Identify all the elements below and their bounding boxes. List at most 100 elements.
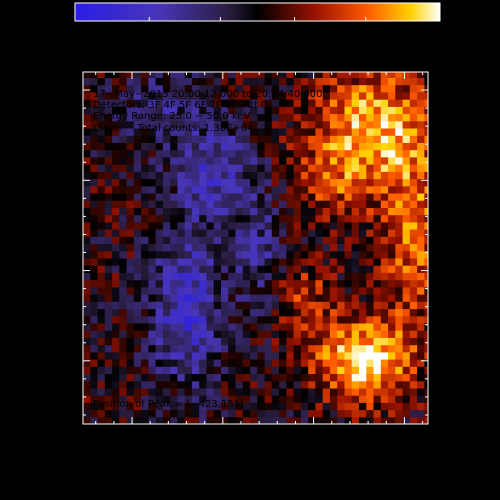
heatmap-cell	[213, 294, 222, 302]
heatmap-cell	[351, 200, 360, 208]
heatmap-cell	[90, 366, 99, 374]
heatmap-cell	[162, 128, 171, 136]
heatmap-cell	[104, 221, 113, 230]
heatmap-cell	[286, 229, 295, 237]
heatmap-cell	[235, 359, 244, 367]
heatmap-cell	[351, 351, 360, 360]
heatmap-cell	[126, 91, 135, 100]
heatmap-cell	[388, 308, 396, 317]
heatmap-cell	[322, 279, 331, 288]
heatmap-cell	[199, 77, 208, 86]
heatmap-cell	[344, 120, 353, 129]
heatmap-cell	[366, 301, 375, 310]
heatmap-cell	[177, 265, 186, 273]
heatmap-cell	[177, 322, 186, 331]
heatmap-cell	[293, 373, 302, 382]
heatmap-cell	[250, 380, 258, 389]
heatmap-cell	[141, 395, 149, 403]
heatmap-cell	[206, 402, 215, 411]
heatmap-cell	[126, 72, 135, 78]
heatmap-cell	[388, 229, 396, 237]
heatmap-cell	[388, 243, 396, 252]
heatmap-cell	[279, 120, 287, 129]
heatmap-cell	[402, 301, 411, 310]
heatmap-cell	[395, 315, 404, 324]
heatmap-cell	[402, 265, 411, 273]
heatmap-cell	[337, 91, 346, 100]
heatmap-cell	[293, 257, 302, 266]
heatmap-cell	[271, 142, 280, 151]
heatmap-cell	[126, 164, 135, 172]
heatmap-cell	[279, 113, 287, 122]
heatmap-cell	[351, 416, 360, 424]
heatmap-cell	[293, 250, 302, 259]
heatmap-cell	[104, 272, 113, 281]
heatmap-cell	[177, 380, 186, 389]
heatmap-cell	[373, 279, 382, 288]
heatmap-cell	[380, 77, 389, 86]
heatmap-cell	[402, 315, 411, 324]
heatmap-cell	[264, 84, 273, 93]
heatmap-cell	[221, 99, 229, 107]
heatmap-cell	[380, 257, 389, 266]
heatmap-cell	[351, 294, 360, 302]
heatmap-cell	[366, 229, 375, 237]
heatmap-cell	[322, 416, 331, 424]
heatmap-cell	[221, 113, 229, 122]
heatmap-cell	[228, 77, 237, 86]
heatmap-cell	[344, 149, 353, 158]
colorbar-unit: (photons cm−2 s−1 asec−2)	[191, 38, 323, 51]
heatmap-cell	[337, 366, 346, 374]
heatmap-cell	[315, 366, 324, 374]
heatmap-cell	[424, 395, 428, 403]
heatmap-cell	[344, 250, 353, 259]
heatmap-cell	[366, 380, 375, 389]
heatmap-cell	[359, 315, 367, 324]
heatmap-cell	[344, 373, 353, 382]
heatmap-cell	[206, 286, 215, 295]
heatmap-cell	[322, 128, 331, 136]
heatmap-cell	[286, 416, 295, 424]
heatmap-cell	[417, 380, 425, 389]
heatmap-cell	[141, 72, 149, 78]
heatmap-cell	[264, 106, 273, 115]
heatmap-cell	[344, 164, 353, 172]
heatmap-cell	[177, 221, 186, 230]
heatmap-cell	[293, 380, 302, 389]
heatmap-cell	[242, 373, 251, 382]
heatmap-cell	[366, 149, 375, 158]
heatmap-cell	[402, 77, 411, 86]
heatmap-cell	[344, 200, 353, 208]
heatmap-cell	[104, 250, 113, 259]
heatmap-cell	[235, 142, 244, 151]
heatmap-cell	[286, 128, 295, 136]
heatmap-cell	[366, 344, 375, 353]
heatmap-cell	[119, 236, 128, 245]
heatmap-cell	[395, 171, 404, 180]
heatmap-cell	[126, 113, 135, 122]
heatmap-cell	[133, 164, 142, 172]
heatmap-cell	[155, 308, 164, 317]
heatmap-cell	[380, 149, 389, 158]
heatmap-cell	[344, 106, 353, 115]
heatmap-cell	[104, 135, 113, 143]
heatmap-cell	[242, 229, 251, 237]
heatmap-cell	[337, 337, 346, 346]
heatmap-cell	[409, 113, 418, 122]
heatmap-cell	[184, 192, 193, 201]
heatmap-cell	[148, 366, 157, 374]
heatmap-cell	[424, 142, 428, 151]
heatmap-cell	[191, 164, 200, 172]
heatmap-cell	[126, 395, 135, 403]
heatmap-cell	[141, 84, 149, 93]
heatmap-cell	[126, 178, 135, 187]
heatmap-cell	[279, 366, 287, 374]
heatmap-cell	[351, 99, 360, 107]
heatmap-cell	[366, 265, 375, 273]
heatmap-cell	[199, 72, 208, 78]
heatmap-cell	[221, 171, 229, 180]
heatmap-cell	[155, 192, 164, 201]
heatmap-cell	[162, 156, 171, 165]
heatmap-cell	[112, 236, 120, 245]
heatmap-cell	[170, 387, 179, 396]
